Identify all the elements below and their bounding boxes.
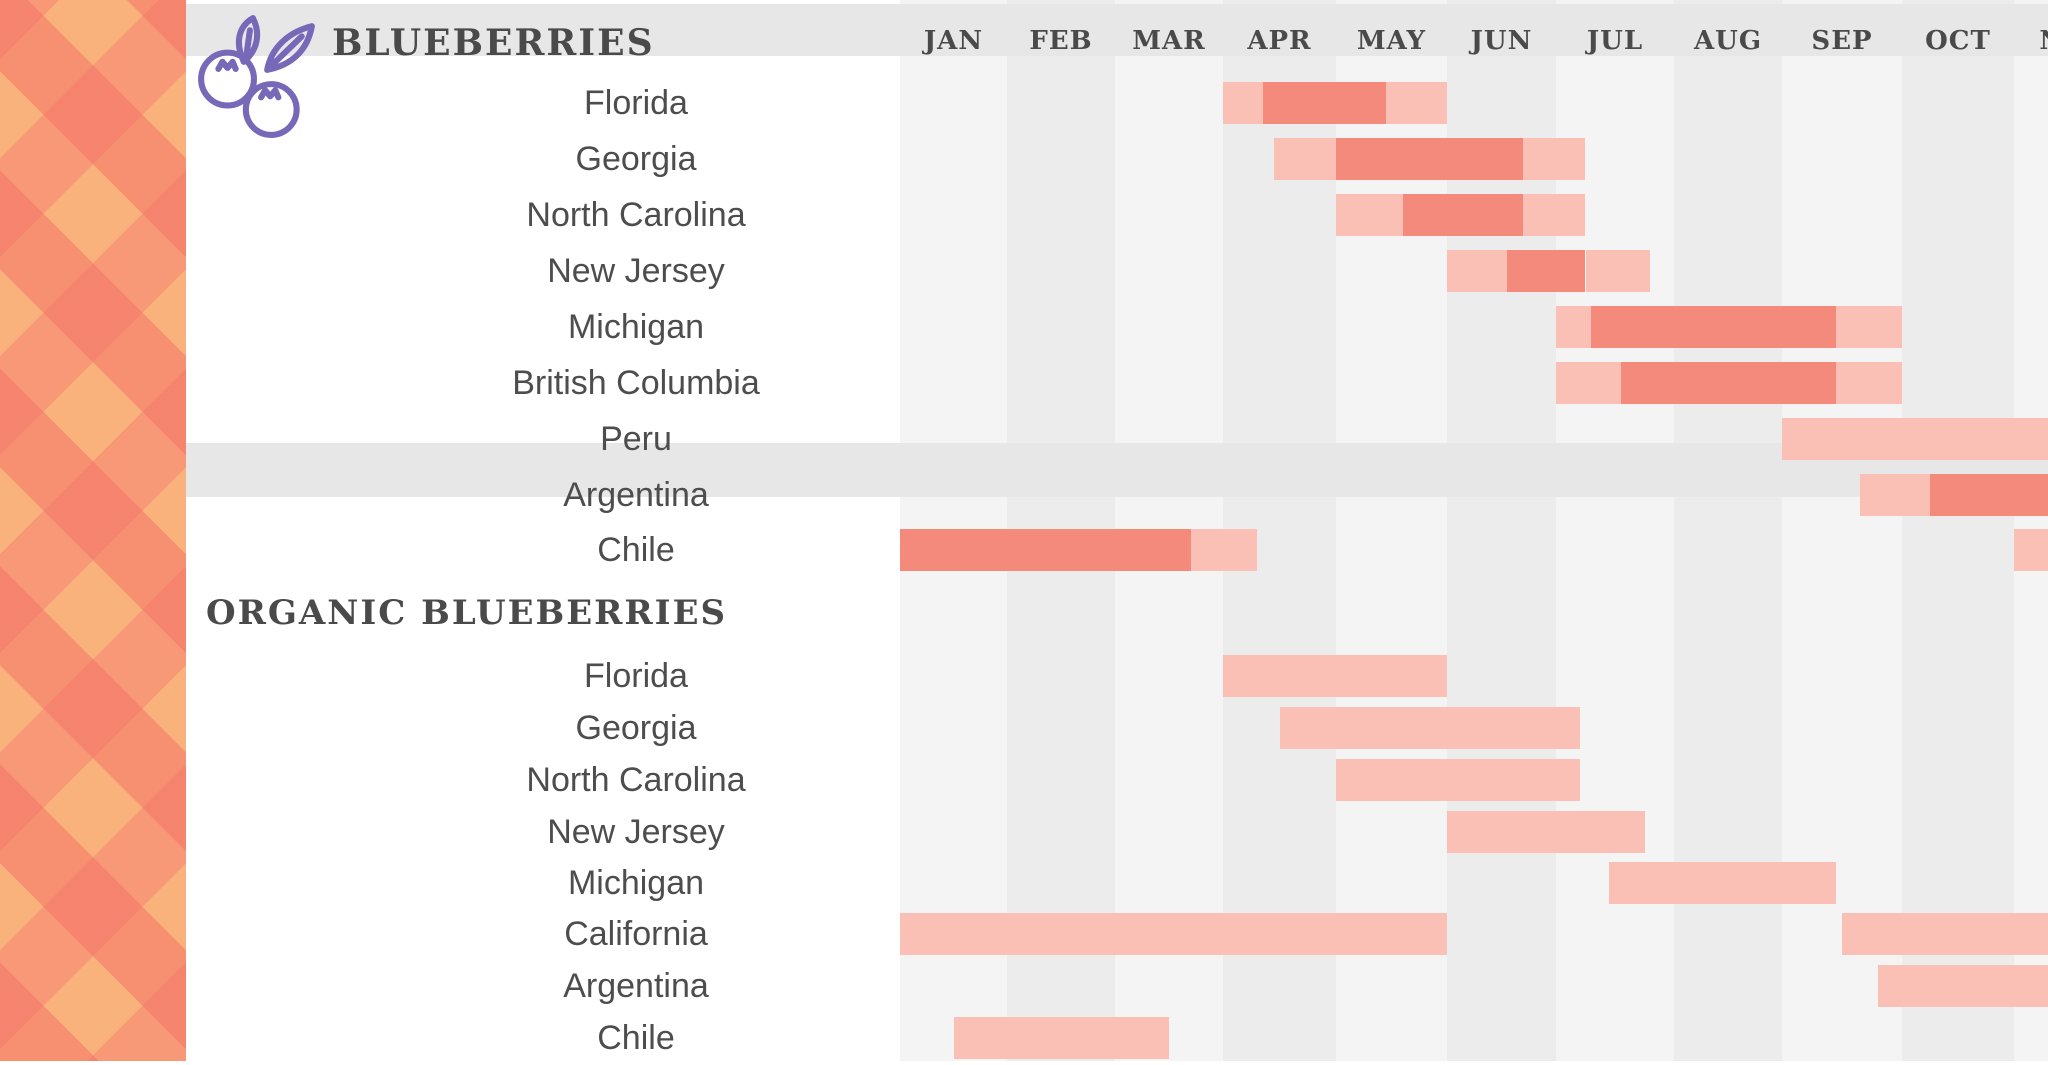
season-bar-light <box>1223 82 1263 124</box>
season-bar-light <box>1447 250 1507 292</box>
season-bar-peak <box>1336 138 1524 180</box>
season-bar-light <box>1336 194 1403 236</box>
month-label: NOV <box>2024 26 2048 56</box>
blueberries-icon <box>198 15 315 138</box>
season-bar-light <box>1556 362 1621 404</box>
row-label: Michigan <box>567 864 705 902</box>
row-label: Georgia <box>575 140 697 178</box>
row-label: Argentina <box>563 967 709 1005</box>
season-bar-light <box>1842 913 2048 955</box>
season-bar-light <box>1556 306 1592 348</box>
season-bar-light <box>1836 362 1902 404</box>
row-label: North Carolina <box>526 196 746 234</box>
row-label: Florida <box>584 84 688 122</box>
season-bar-light <box>2014 529 2048 571</box>
row-label: Georgia <box>575 709 697 747</box>
month-label: AUG <box>1693 26 1763 56</box>
row-label: North Carolina <box>526 761 746 799</box>
month-label: DEC <box>2041 26 2048 56</box>
month-label: APR <box>1247 26 1312 56</box>
row-label: California <box>564 915 708 953</box>
month-label: OCT <box>1925 26 1991 56</box>
month-label: MAR <box>1132 26 1206 56</box>
season-bar-light <box>1523 194 1586 236</box>
season-bar-peak <box>1262 82 1386 124</box>
season-bar-light <box>1878 965 2048 1007</box>
month-label: JUN <box>1470 26 1533 56</box>
organic-blueberries-title: ORGANIC BLUEBERRIES <box>206 593 728 633</box>
season-bar-light <box>1336 759 1580 801</box>
season-bar-light <box>1523 138 1586 180</box>
season-bar-peak <box>1930 474 2048 516</box>
season-bar-light <box>1836 306 1902 348</box>
season-bar-light <box>1609 862 1836 904</box>
month-label: JUL <box>1586 26 1644 56</box>
season-bar-light <box>1585 250 1651 292</box>
month-label: MAY <box>1356 26 1427 56</box>
plaid-pattern-strip <box>0 0 186 1061</box>
season-bar-light <box>900 913 1447 955</box>
row-label: Peru <box>600 420 672 458</box>
row-label: New Jersey <box>547 813 725 851</box>
season-bar-light <box>1447 811 1645 853</box>
blueberries-header-band <box>186 4 2048 56</box>
row-label: Chile <box>597 531 675 569</box>
row-label: Chile <box>597 1019 675 1057</box>
organic-header-band <box>186 443 2048 497</box>
month-band <box>1902 0 2014 1061</box>
season-bar-peak <box>1591 306 1836 348</box>
row-label: Argentina <box>563 476 709 514</box>
season-bar-light <box>953 1017 1169 1059</box>
season-bar-peak <box>1620 362 1836 404</box>
season-bar-peak <box>1402 194 1524 236</box>
season-bar-light <box>1223 655 1447 697</box>
season-bar-light <box>1385 82 1447 124</box>
row-label: British Columbia <box>512 364 760 402</box>
season-bar-light <box>1860 474 1930 516</box>
season-chart: JAN FEB MAR APR MAY JUN JUL AUG SEP OCT NOVDEC Flo… <box>186 0 2048 1061</box>
season-bar-peak <box>1506 250 1586 292</box>
month-label: SEP <box>1811 26 1873 56</box>
season-bar-light <box>1279 707 1580 749</box>
month-label: FEB <box>1029 26 1093 56</box>
blueberries-title: BLUEBERRIES <box>332 22 655 64</box>
season-bar-light <box>1273 138 1336 180</box>
row-label: Florida <box>584 657 688 695</box>
row-label: New Jersey <box>547 252 725 290</box>
row-label: Michigan <box>567 308 705 346</box>
season-bar-light <box>1190 529 1257 571</box>
month-label: JAN <box>923 26 984 56</box>
season-bar-light <box>1782 418 2048 460</box>
season-bar-peak <box>900 529 1191 571</box>
